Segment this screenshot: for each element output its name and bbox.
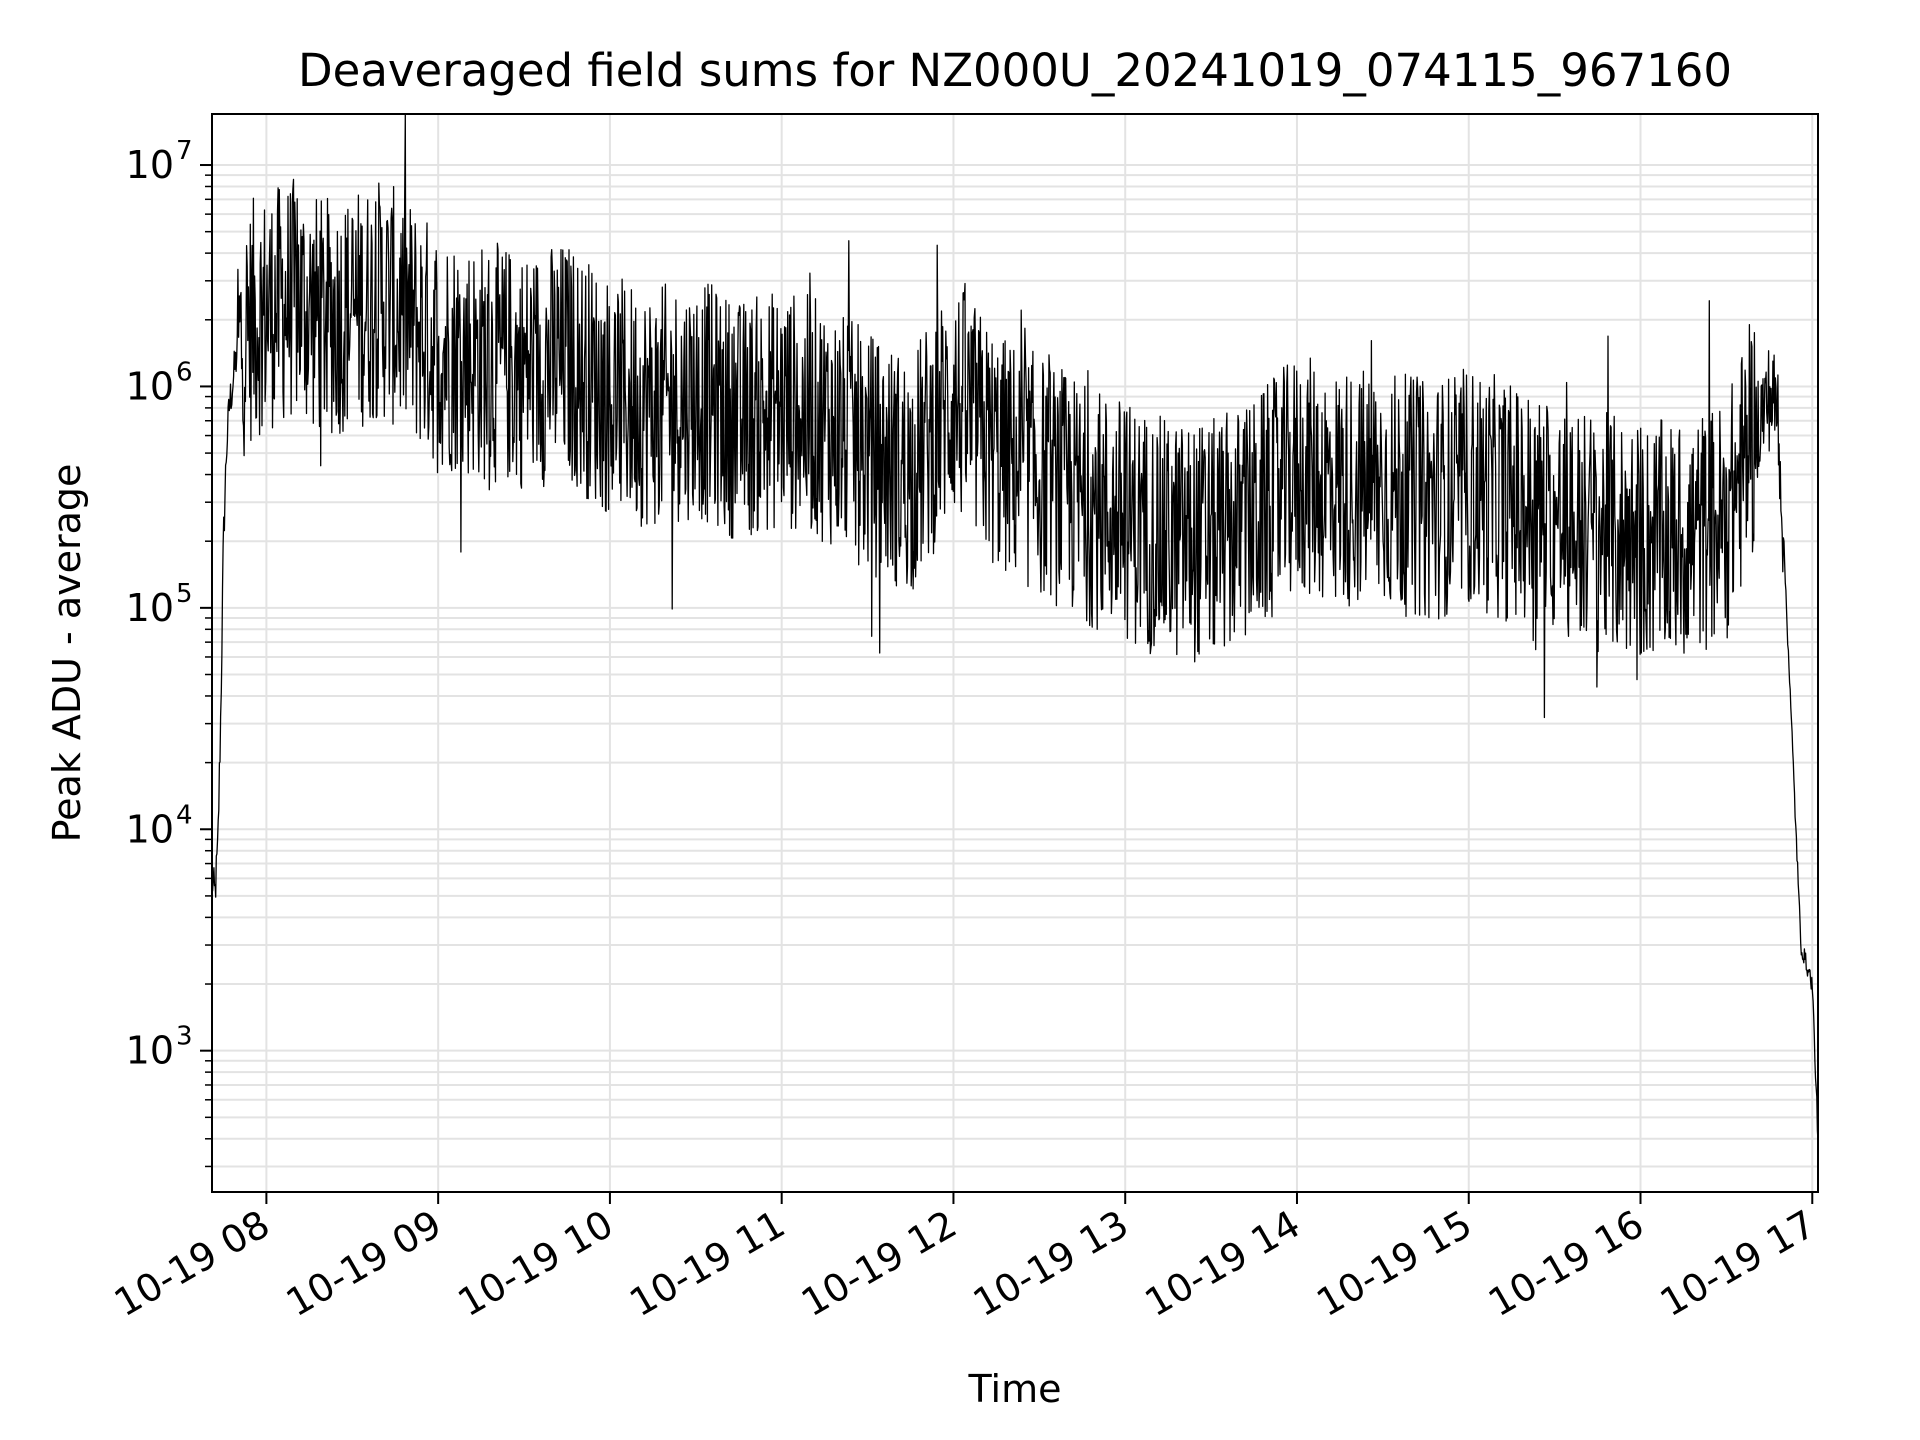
y-tick-label: 10: [126, 807, 174, 851]
y-tick-exponent: 3: [176, 1022, 193, 1052]
series-line: [211, 113, 1819, 1142]
y-tick-base: 10: [126, 143, 174, 187]
y-tick-exponent: 4: [176, 800, 193, 830]
y-tick-base: 10: [126, 807, 174, 851]
x-axis-label: Time: [968, 1367, 1062, 1411]
y-tick-exponent: 7: [176, 136, 193, 166]
y-axis-label: Peak ADU - average: [45, 464, 89, 843]
y-tick-base: 10: [126, 1029, 174, 1073]
y-tick-base: 10: [126, 364, 174, 408]
series-layer: [211, 113, 1819, 1142]
y-tick-base: 10: [126, 586, 174, 630]
chart-title: Deaveraged field sums for NZ000U_2024101…: [298, 44, 1732, 97]
y-tick-label: 10: [126, 143, 174, 187]
y-tick-label: 10: [126, 586, 174, 630]
plot-frame: [211, 113, 1819, 1193]
y-tick-exponent: 6: [176, 357, 193, 387]
y-tick-label: 10: [126, 1029, 174, 1073]
y-tick-exponent: 5: [176, 579, 193, 609]
y-tick-label: 10: [126, 364, 174, 408]
